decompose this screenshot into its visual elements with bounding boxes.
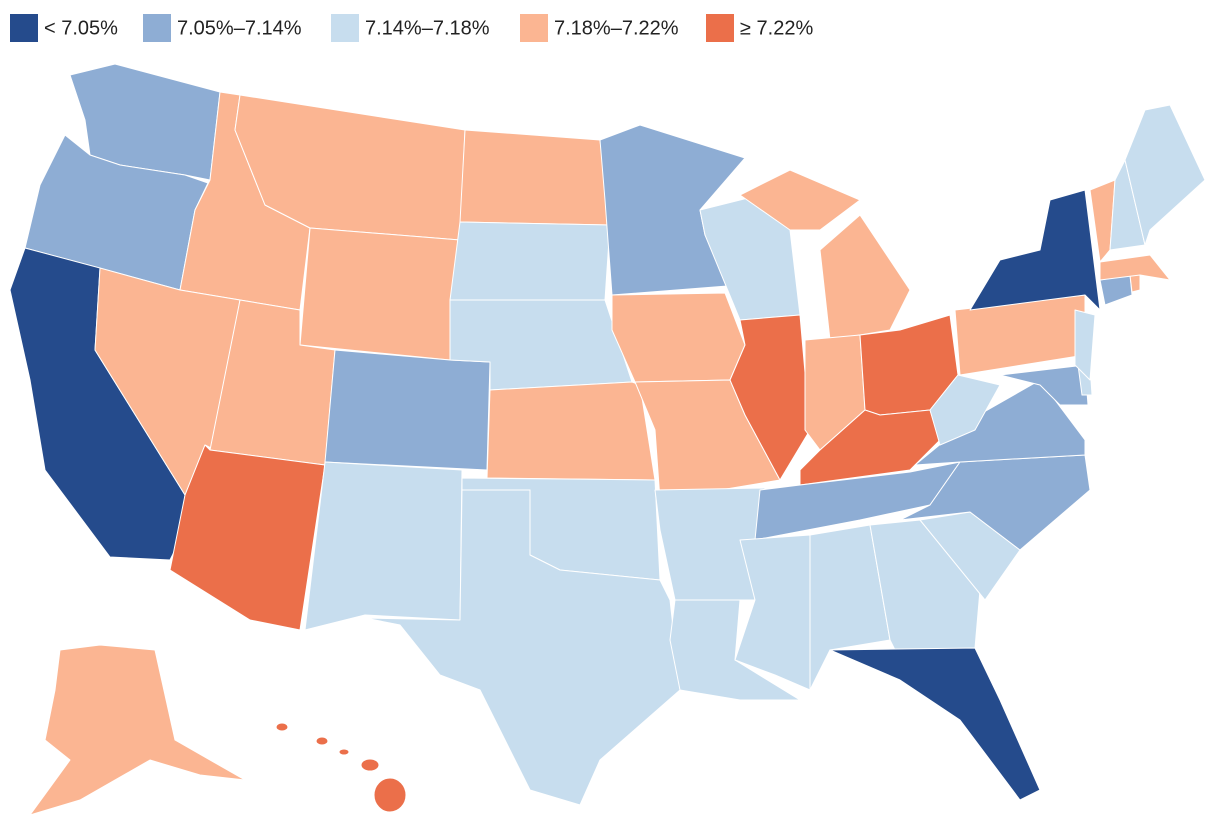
state <box>169 444 326 631</box>
legend-label: 7.05%–7.14% <box>177 17 302 39</box>
state <box>486 381 656 481</box>
legend-label: 7.14%–7.18% <box>365 17 490 39</box>
legend-swatch <box>10 14 38 42</box>
state <box>739 169 911 341</box>
state <box>29 644 246 816</box>
legend-item: 7.18%–7.22% <box>520 14 679 42</box>
state <box>364 489 681 806</box>
legend-swatch <box>143 14 171 42</box>
state <box>1074 309 1096 381</box>
state <box>929 374 1001 446</box>
legend-item: 7.05%–7.14% <box>143 14 302 42</box>
legend-label: ≥ 7.22% <box>740 17 813 39</box>
state <box>829 647 1041 801</box>
state <box>999 364 1089 406</box>
state <box>299 227 461 361</box>
state <box>1099 254 1171 281</box>
state <box>1124 104 1206 246</box>
legend-label: 7.18%–7.22% <box>554 17 679 39</box>
state <box>729 314 811 481</box>
legend-swatch <box>706 14 734 42</box>
state <box>449 221 611 306</box>
state <box>969 189 1101 311</box>
legend-label: < 7.05% <box>44 17 118 39</box>
legend-swatch <box>331 14 359 42</box>
state <box>611 292 746 383</box>
state <box>669 599 801 701</box>
state <box>809 524 891 691</box>
legend-item: ≥ 7.22% <box>706 14 813 42</box>
state <box>459 129 611 226</box>
state <box>304 461 463 631</box>
legend-item: 7.14%–7.18% <box>331 14 490 42</box>
legend-item: < 7.05% <box>10 14 118 42</box>
state <box>1129 274 1141 293</box>
state <box>275 722 407 813</box>
state <box>324 349 491 471</box>
legend-swatch <box>520 14 548 42</box>
